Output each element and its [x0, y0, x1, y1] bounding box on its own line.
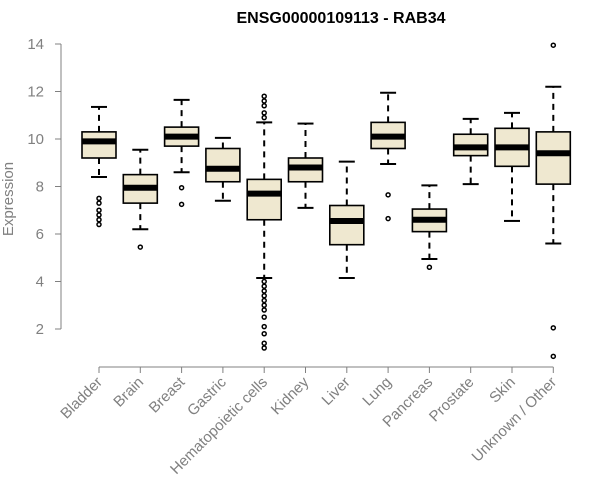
box-iqr [81, 131, 117, 159]
y-tick-label: 10 [27, 131, 44, 148]
outlier-point [426, 264, 433, 270]
box-group [122, 148, 159, 250]
outlier-point [178, 184, 185, 191]
x-tick-label: Lung [359, 374, 395, 410]
outlier-point [96, 200, 102, 206]
box-group [452, 117, 489, 186]
outlier-point [96, 207, 102, 213]
outlier-point [261, 93, 267, 99]
x-tick-label: Skin [486, 374, 519, 407]
y-tick-label: 2 [36, 321, 44, 338]
outlier-point [178, 201, 185, 208]
outlier-point [261, 293, 267, 299]
outlier-point [550, 325, 557, 331]
box-group [494, 111, 530, 222]
y-tick-label: 14 [27, 36, 44, 53]
x-tick-label: Bladder [57, 374, 106, 423]
outlier-point [261, 302, 267, 308]
box-group [535, 42, 572, 360]
outlier-point [550, 42, 557, 48]
box-group [246, 93, 282, 351]
outlier-point [261, 340, 267, 346]
outlier-point [96, 217, 102, 223]
y-tick-label: 6 [36, 226, 44, 243]
outlier-point [96, 195, 102, 202]
box-iqr [246, 178, 282, 221]
chart-title: ENSG00000109113 - RAB34 [236, 10, 445, 27]
box-iqr [328, 204, 365, 246]
outlier-point [261, 314, 267, 320]
outlier-point [261, 323, 267, 330]
box-iqr [535, 131, 572, 185]
outlier-point [261, 103, 267, 109]
y-tick-label: 12 [27, 84, 44, 101]
outlier-point [550, 353, 557, 360]
box-group [163, 98, 200, 208]
x-tick-label: Brain [110, 374, 147, 411]
outlier-point [261, 288, 267, 294]
x-tick-label: Liver [319, 374, 354, 409]
outlier-point [96, 221, 102, 228]
y-tick-label: 4 [36, 274, 44, 291]
x-tick-label: Breast [146, 373, 189, 416]
x-tick-label: Kidney [268, 373, 313, 418]
outlier-point [261, 307, 267, 313]
outlier-point [261, 283, 267, 289]
outlier-point [261, 278, 267, 285]
box-group [411, 184, 448, 270]
box-group [81, 105, 117, 228]
box-group [287, 122, 324, 209]
outlier-point [261, 114, 267, 121]
outlier-point [96, 212, 102, 218]
y-tick-label: 8 [36, 179, 44, 196]
outlier-point [261, 110, 267, 116]
box-iqr [205, 147, 241, 183]
box-group [328, 160, 365, 279]
outlier-point [385, 215, 391, 222]
x-tick-label: Prostate [426, 374, 478, 426]
outlier-point [261, 297, 267, 304]
box-group [370, 91, 406, 222]
outlier-point [261, 331, 267, 337]
outlier-point [261, 345, 267, 351]
y-axis: 2 4 6 8 10 12 14 [27, 36, 62, 338]
outlier-point [385, 192, 391, 198]
y-axis-title: Expression [0, 162, 17, 236]
box-group [205, 136, 241, 202]
outlier-point [261, 98, 267, 104]
outlier-point [137, 244, 144, 250]
plot-area [81, 42, 572, 360]
